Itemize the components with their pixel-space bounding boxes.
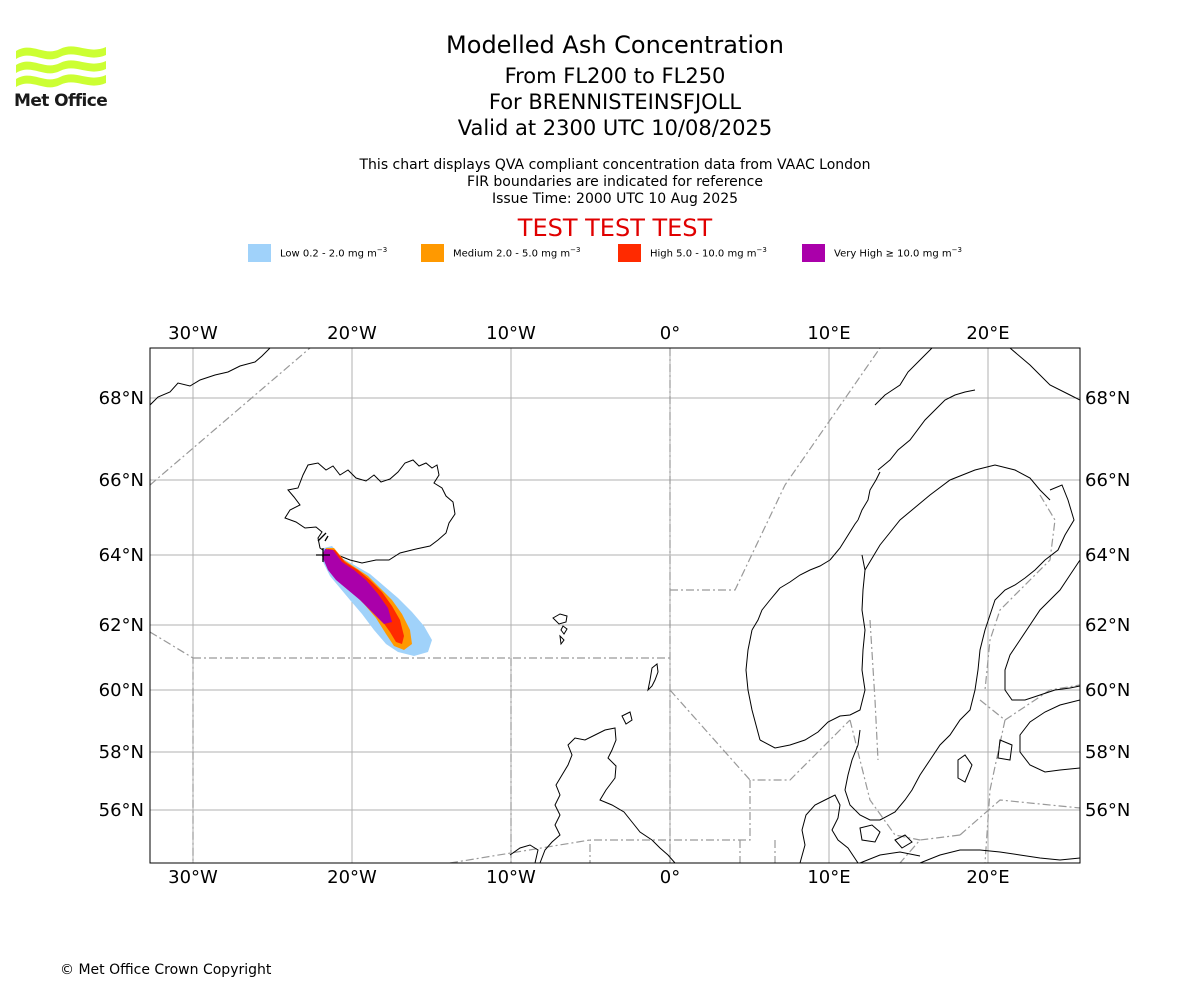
lat-label-right: 66°N [1085, 470, 1130, 491]
legend-label-medium: Medium 2.0 - 5.0 mg m−3 [453, 246, 581, 260]
fir-boundaries [150, 348, 1080, 863]
chart-description: This chart displays QVA compliant concen… [359, 157, 871, 173]
flight-level-range: From FL200 to FL250 [504, 64, 726, 88]
lon-labels-top: 30°W 20°W 10°W 0° 10°E 20°E [168, 323, 1009, 344]
lat-label-left: 62°N [99, 615, 144, 636]
map-frame [149, 347, 1081, 864]
legend-swatch-high [618, 244, 641, 262]
lat-label-left: 66°N [99, 470, 144, 491]
legend-item-very-high: Very High ≥ 10.0 mg m−3 [802, 244, 962, 262]
lon-labels-bottom: 30°W 20°W 10°W 0° 10°E 20°E [168, 867, 1009, 888]
gridlines [150, 348, 1080, 863]
lat-label-right: 64°N [1085, 545, 1130, 566]
legend-swatch-very-high [802, 244, 825, 262]
lon-label-top: 20°W [327, 323, 377, 344]
lat-label-left: 60°N [99, 680, 144, 701]
lon-label-top: 10°W [486, 323, 536, 344]
lat-label-right: 60°N [1085, 680, 1130, 701]
legend-swatch-low [248, 244, 271, 262]
fir-note: FIR boundaries are indicated for referen… [467, 174, 763, 190]
test-banner: TEST TEST TEST [517, 214, 713, 242]
volcano-name: For BRENNISTEINSFJOLL [488, 90, 742, 114]
lon-label-bottom: 10°E [807, 867, 850, 888]
valid-time: Valid at 2300 UTC 10/08/2025 [457, 116, 773, 140]
lon-label-bottom: 0° [660, 867, 680, 888]
legend-item-medium: Medium 2.0 - 5.0 mg m−3 [421, 244, 580, 262]
chart-title: Modelled Ash Concentration [446, 31, 784, 59]
copyright-notice: © Met Office Crown Copyright [60, 962, 272, 978]
met-office-logo [16, 46, 106, 88]
lon-label-top: 0° [660, 323, 680, 344]
volcano-marker-icon [316, 532, 330, 562]
lat-labels-left: 68°N 66°N 64°N 62°N 60°N 58°N 56°N [99, 388, 144, 821]
coastlines [150, 348, 1080, 863]
legend-swatch-medium [421, 244, 444, 262]
legend-label-high: High 5.0 - 10.0 mg m−3 [650, 246, 767, 260]
lon-label-top: 10°E [807, 323, 850, 344]
lon-label-bottom: 10°W [486, 867, 536, 888]
lat-label-left: 64°N [99, 545, 144, 566]
lon-label-top: 30°W [168, 323, 218, 344]
lon-label-bottom: 20°W [327, 867, 377, 888]
lat-label-right: 58°N [1085, 742, 1130, 763]
lat-label-left: 56°N [99, 800, 144, 821]
lon-label-top: 20°E [966, 323, 1009, 344]
legend-label-very-high: Very High ≥ 10.0 mg m−3 [834, 246, 962, 260]
lon-label-bottom: 20°E [966, 867, 1009, 888]
legend: Low 0.2 - 2.0 mg m−3 Medium 2.0 - 5.0 mg… [0, 244, 1200, 264]
legend-item-high: High 5.0 - 10.0 mg m−3 [618, 244, 767, 262]
lat-label-right: 68°N [1085, 388, 1130, 409]
lat-label-right: 62°N [1085, 615, 1130, 636]
lat-label-left: 68°N [99, 388, 144, 409]
legend-label-low: Low 0.2 - 2.0 mg m−3 [280, 246, 388, 260]
issue-time: Issue Time: 2000 UTC 10 Aug 2025 [491, 191, 739, 207]
lat-label-left: 58°N [99, 742, 144, 763]
ash-plume [322, 546, 432, 656]
lon-label-bottom: 30°W [168, 867, 218, 888]
lat-labels-right: 68°N 66°N 64°N 62°N 60°N 58°N 56°N [1085, 388, 1130, 821]
lat-label-right: 56°N [1085, 800, 1130, 821]
ash-very-high [322, 549, 392, 624]
logo-text: Met Office [14, 91, 108, 111]
legend-item-low: Low 0.2 - 2.0 mg m−3 [248, 244, 387, 262]
